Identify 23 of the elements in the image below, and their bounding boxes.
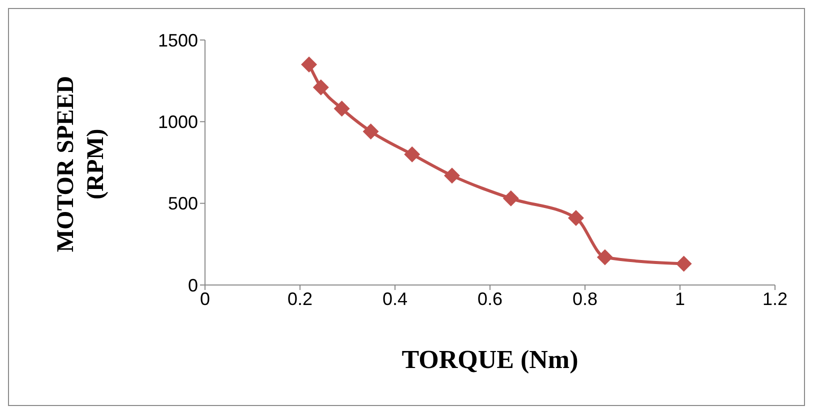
y-tick-label: 1500 bbox=[158, 30, 198, 50]
x-tick-label: 0.8 bbox=[572, 288, 598, 309]
point bbox=[444, 168, 460, 184]
point bbox=[301, 56, 318, 72]
point bbox=[362, 123, 379, 140]
y-tick-label: 0 bbox=[188, 275, 198, 296]
point bbox=[404, 146, 420, 162]
x-tick-label: 0.2 bbox=[287, 288, 313, 309]
y-tick-label: 500 bbox=[168, 194, 198, 214]
point bbox=[596, 249, 613, 266]
y-tick-label: 1000 bbox=[158, 112, 198, 132]
y-axis-title: MOTOR SPEED (RPM) bbox=[52, 74, 110, 254]
point bbox=[502, 190, 519, 206]
x-tick-label: 1.2 bbox=[762, 288, 788, 309]
x-tick-label: 0.6 bbox=[477, 288, 503, 309]
x-tick-label: 0 bbox=[200, 288, 210, 309]
x-tick-label: 0.4 bbox=[382, 288, 408, 309]
x-tick-label: 1 bbox=[674, 288, 686, 309]
point bbox=[312, 79, 329, 96]
point bbox=[334, 100, 350, 117]
x-axis-title: TORQUE (Nm) bbox=[400, 345, 580, 375]
point bbox=[676, 256, 692, 272]
point bbox=[568, 210, 584, 226]
